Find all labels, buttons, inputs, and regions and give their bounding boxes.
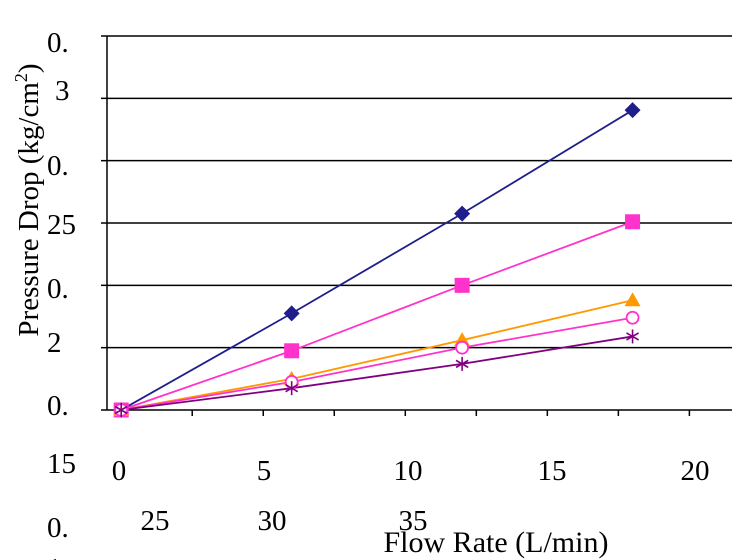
data-point-s2-1	[284, 343, 300, 359]
data-point-s5-2	[455, 356, 469, 371]
x-tick-label-0: 0	[112, 455, 127, 487]
data-point-s5-0-stroke	[114, 405, 128, 415]
y-tick-label-fragment-5: 2	[47, 327, 62, 359]
data-point-s5-2-stroke	[455, 359, 469, 369]
data-point-s4-3	[625, 310, 640, 325]
y-tick-label-fragment-3: 25	[47, 209, 76, 241]
data-point-s5-3	[626, 329, 640, 344]
axes	[101, 35, 732, 416]
x-tick-label-4: 20	[681, 455, 710, 487]
y-tick-label-fragment-8: 0.	[47, 512, 69, 544]
y-axis-label-main: Pressure Drop (kg/cm	[13, 82, 45, 337]
y-tick-label-fragment-2: 0.	[47, 150, 69, 182]
x-axis-label: Flow Rate (L/min)	[384, 526, 609, 559]
data-point-s5-3-stroke	[626, 332, 640, 341]
data-point-s5-1	[285, 381, 299, 396]
series-line-3	[121, 299, 633, 411]
x-tick-label-1: 5	[257, 455, 272, 487]
series-markers	[113, 102, 641, 418]
y-axis-label: Pressure Drop (kg/cm2)	[11, 63, 45, 336]
data-point-s1-2	[454, 205, 471, 222]
y-tick-label-fragment-7: 15	[47, 448, 76, 480]
y-tick-label-fragment-1: 3	[55, 75, 70, 107]
y-tick-label-fragment-0: 0.	[47, 27, 69, 59]
series-line-5	[121, 335, 633, 411]
gridlines	[107, 35, 732, 349]
series-lines	[120, 109, 634, 411]
x-tick-label-2: 10	[394, 455, 423, 487]
data-point-s1-1	[283, 305, 300, 322]
series-line-2	[120, 220, 633, 411]
data-point-s5-1-stroke	[285, 383, 299, 393]
y-tick-label-fragment-6: 0.	[47, 390, 69, 422]
tick-labels: 0 5 10 15 20 25 30 35 0. 3 0. 25 0. 2 0. 15 0. 1	[47, 27, 710, 560]
x-tick-label-3: 15	[538, 455, 567, 487]
y-axis-label-superscript: 2	[11, 73, 31, 82]
data-point-s2-3	[625, 214, 641, 230]
series-line-4	[121, 316, 633, 411]
data-point-s1-3	[624, 102, 641, 119]
data-point-s2-2	[454, 277, 470, 293]
series-line-1	[120, 109, 634, 411]
x-tick-label-row2-0: 25	[141, 505, 170, 537]
data-point-s4-2	[455, 340, 470, 355]
x-tick-label-row2-1: 30	[258, 505, 287, 537]
x-tick-label-row2-2: 35	[399, 505, 428, 537]
y-axis-label-close: )	[13, 63, 45, 73]
data-point-s5-0	[114, 403, 128, 417]
y-tick-label-fragment-9: 1	[47, 553, 62, 560]
data-point-s3-3	[624, 292, 641, 307]
y-tick-label-fragment-4: 0.	[47, 273, 69, 305]
